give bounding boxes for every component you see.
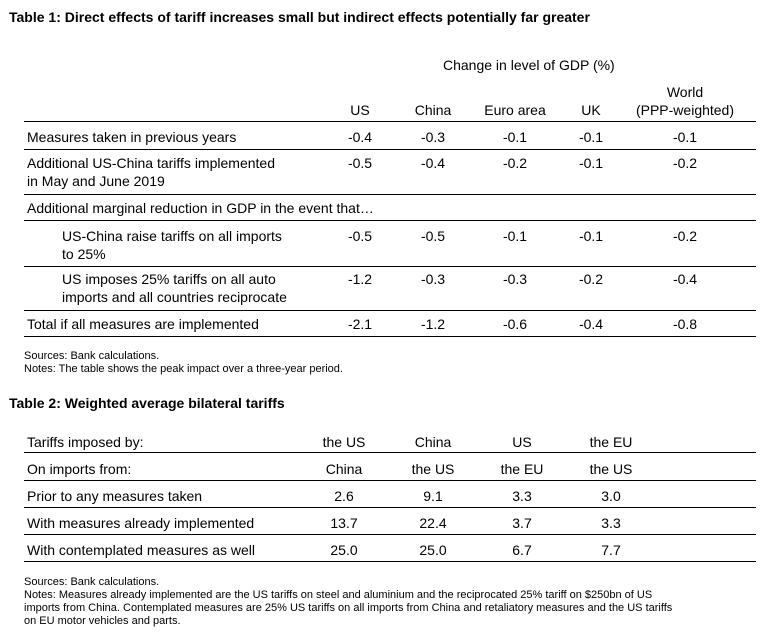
table1-header-rule: [24, 121, 756, 122]
table1-row-label: Additional US-China tariffs implemented: [27, 155, 275, 171]
table1-row-rule: [24, 220, 756, 221]
table1-row-label-cont: in May and June 2019: [27, 173, 165, 189]
table1-cell: -0.1: [672, 129, 698, 145]
table2-notes-line1: Notes: Measures already implemented are …: [24, 589, 653, 601]
table1-row-label-cont: imports and all countries reciprocate: [62, 289, 287, 305]
table2-cell: 3.3: [601, 515, 621, 531]
table1-row-rule: [24, 149, 756, 150]
table1-cell: -0.2: [578, 271, 604, 287]
table1-cell: -0.8: [672, 316, 698, 332]
table1-bottom-rule: [24, 336, 756, 337]
table2-imposed-by: the US: [322, 434, 366, 450]
table2-imports-from: the EU: [500, 461, 544, 477]
table1-col-uk: UK: [581, 102, 601, 118]
table1-col-euro-area: Euro area: [484, 102, 546, 118]
table1-cell: -0.1: [502, 129, 528, 145]
table1-row-label: US-China raise tariffs on all imports: [62, 228, 282, 244]
table2-bottom-rule: [24, 561, 756, 562]
table2-sources: Sources: Bank calculations.: [24, 576, 160, 588]
table2-header-rule: [24, 452, 756, 453]
table1-cell: -0.4: [347, 129, 373, 145]
table1-title: Table 1: Direct effects of tariff increa…: [9, 9, 590, 25]
table1-section-label: Additional marginal reduction in GDP in …: [27, 200, 374, 216]
table1-cell: -0.1: [578, 155, 604, 171]
table1-total-label: Total if all measures are implemented: [27, 316, 259, 332]
table1-cell: -0.1: [578, 228, 604, 244]
table2-notes-line3: on EU motor vehicles and parts.: [24, 615, 181, 627]
table1-cell: -0.3: [420, 129, 446, 145]
table2-imports-from: the US: [589, 461, 633, 477]
table1-col-world-ppp: (PPP-weighted): [635, 102, 735, 118]
table2-cell: 9.1: [423, 488, 443, 504]
table1-cell: -0.4: [420, 155, 446, 171]
table2-cell: 3.0: [601, 488, 621, 504]
table1-cell: -0.1: [502, 228, 528, 244]
table2-notes-line2: imports from China. Contemplated measure…: [24, 602, 673, 614]
table1-notes: Notes: The table shows the peak impact o…: [24, 363, 343, 375]
table1-cell: -0.3: [502, 271, 528, 287]
table2-header-rule: [24, 480, 756, 481]
table2-cell: 22.4: [419, 515, 447, 531]
table2-cell: 25.0: [419, 542, 447, 558]
table1-cell: -1.2: [420, 316, 446, 332]
table2-cell: 2.6: [334, 488, 354, 504]
table1-cell: -1.2: [347, 271, 373, 287]
table1-cell: -0.5: [347, 155, 373, 171]
table2-cell: 13.7: [330, 515, 358, 531]
table1-group-header: Change in level of GDP (%): [443, 57, 615, 73]
table2-cell: 7.7: [601, 542, 621, 558]
table2-imports-from: China: [325, 461, 363, 477]
table1-col-us: US: [350, 102, 370, 118]
table1-row-rule: [24, 194, 756, 195]
table1-col-world: World: [666, 84, 704, 100]
table1-cell: -0.4: [672, 271, 698, 287]
table1-sources: Sources: Bank calculations.: [24, 350, 160, 362]
table2-cell: 25.0: [330, 542, 358, 558]
table2-imposed-by: China: [414, 434, 452, 450]
table1-row-label-cont: to 25%: [62, 246, 106, 262]
table1-cell: -0.2: [672, 228, 698, 244]
table1-cell: -0.2: [502, 155, 528, 171]
table1-row-label: US imposes 25% tariffs on all auto: [62, 271, 276, 287]
table1-cell: -0.4: [578, 316, 604, 332]
table2-imports-from: the US: [411, 461, 455, 477]
table2-imposed-by: US: [512, 434, 532, 450]
table2-row-label: With contemplated measures as well: [27, 542, 255, 558]
table2-row-label: Prior to any measures taken: [27, 488, 203, 504]
table1-cell: -2.1: [347, 316, 373, 332]
table2-row-rule: [24, 534, 756, 535]
table2-title: Table 2: Weighted average bilateral tari…: [9, 395, 285, 411]
table1-cell: -0.2: [672, 155, 698, 171]
table1-cell: -0.5: [420, 228, 446, 244]
table1-col-china: China: [414, 102, 452, 118]
table2-cell: 6.7: [512, 542, 532, 558]
table2-imposed-by-label: Tariffs imposed by:: [27, 434, 144, 450]
table2-imports-from-label: On imports from:: [27, 461, 132, 477]
table2-imposed-by: the EU: [589, 434, 633, 450]
table2-cell: 3.7: [512, 515, 532, 531]
table1-row-rule: [24, 266, 756, 267]
table1-cell: -0.6: [502, 316, 528, 332]
table1-cell: -0.3: [420, 271, 446, 287]
table2-cell: 3.3: [512, 488, 532, 504]
table2-row-rule: [24, 507, 756, 508]
table1-cell: -0.5: [347, 228, 373, 244]
table1-row-label: Measures taken in previous years: [27, 129, 237, 145]
table2-row-label: With measures already implemented: [27, 515, 255, 531]
table1-cell: -0.1: [578, 129, 604, 145]
table1-row-rule: [24, 310, 756, 311]
